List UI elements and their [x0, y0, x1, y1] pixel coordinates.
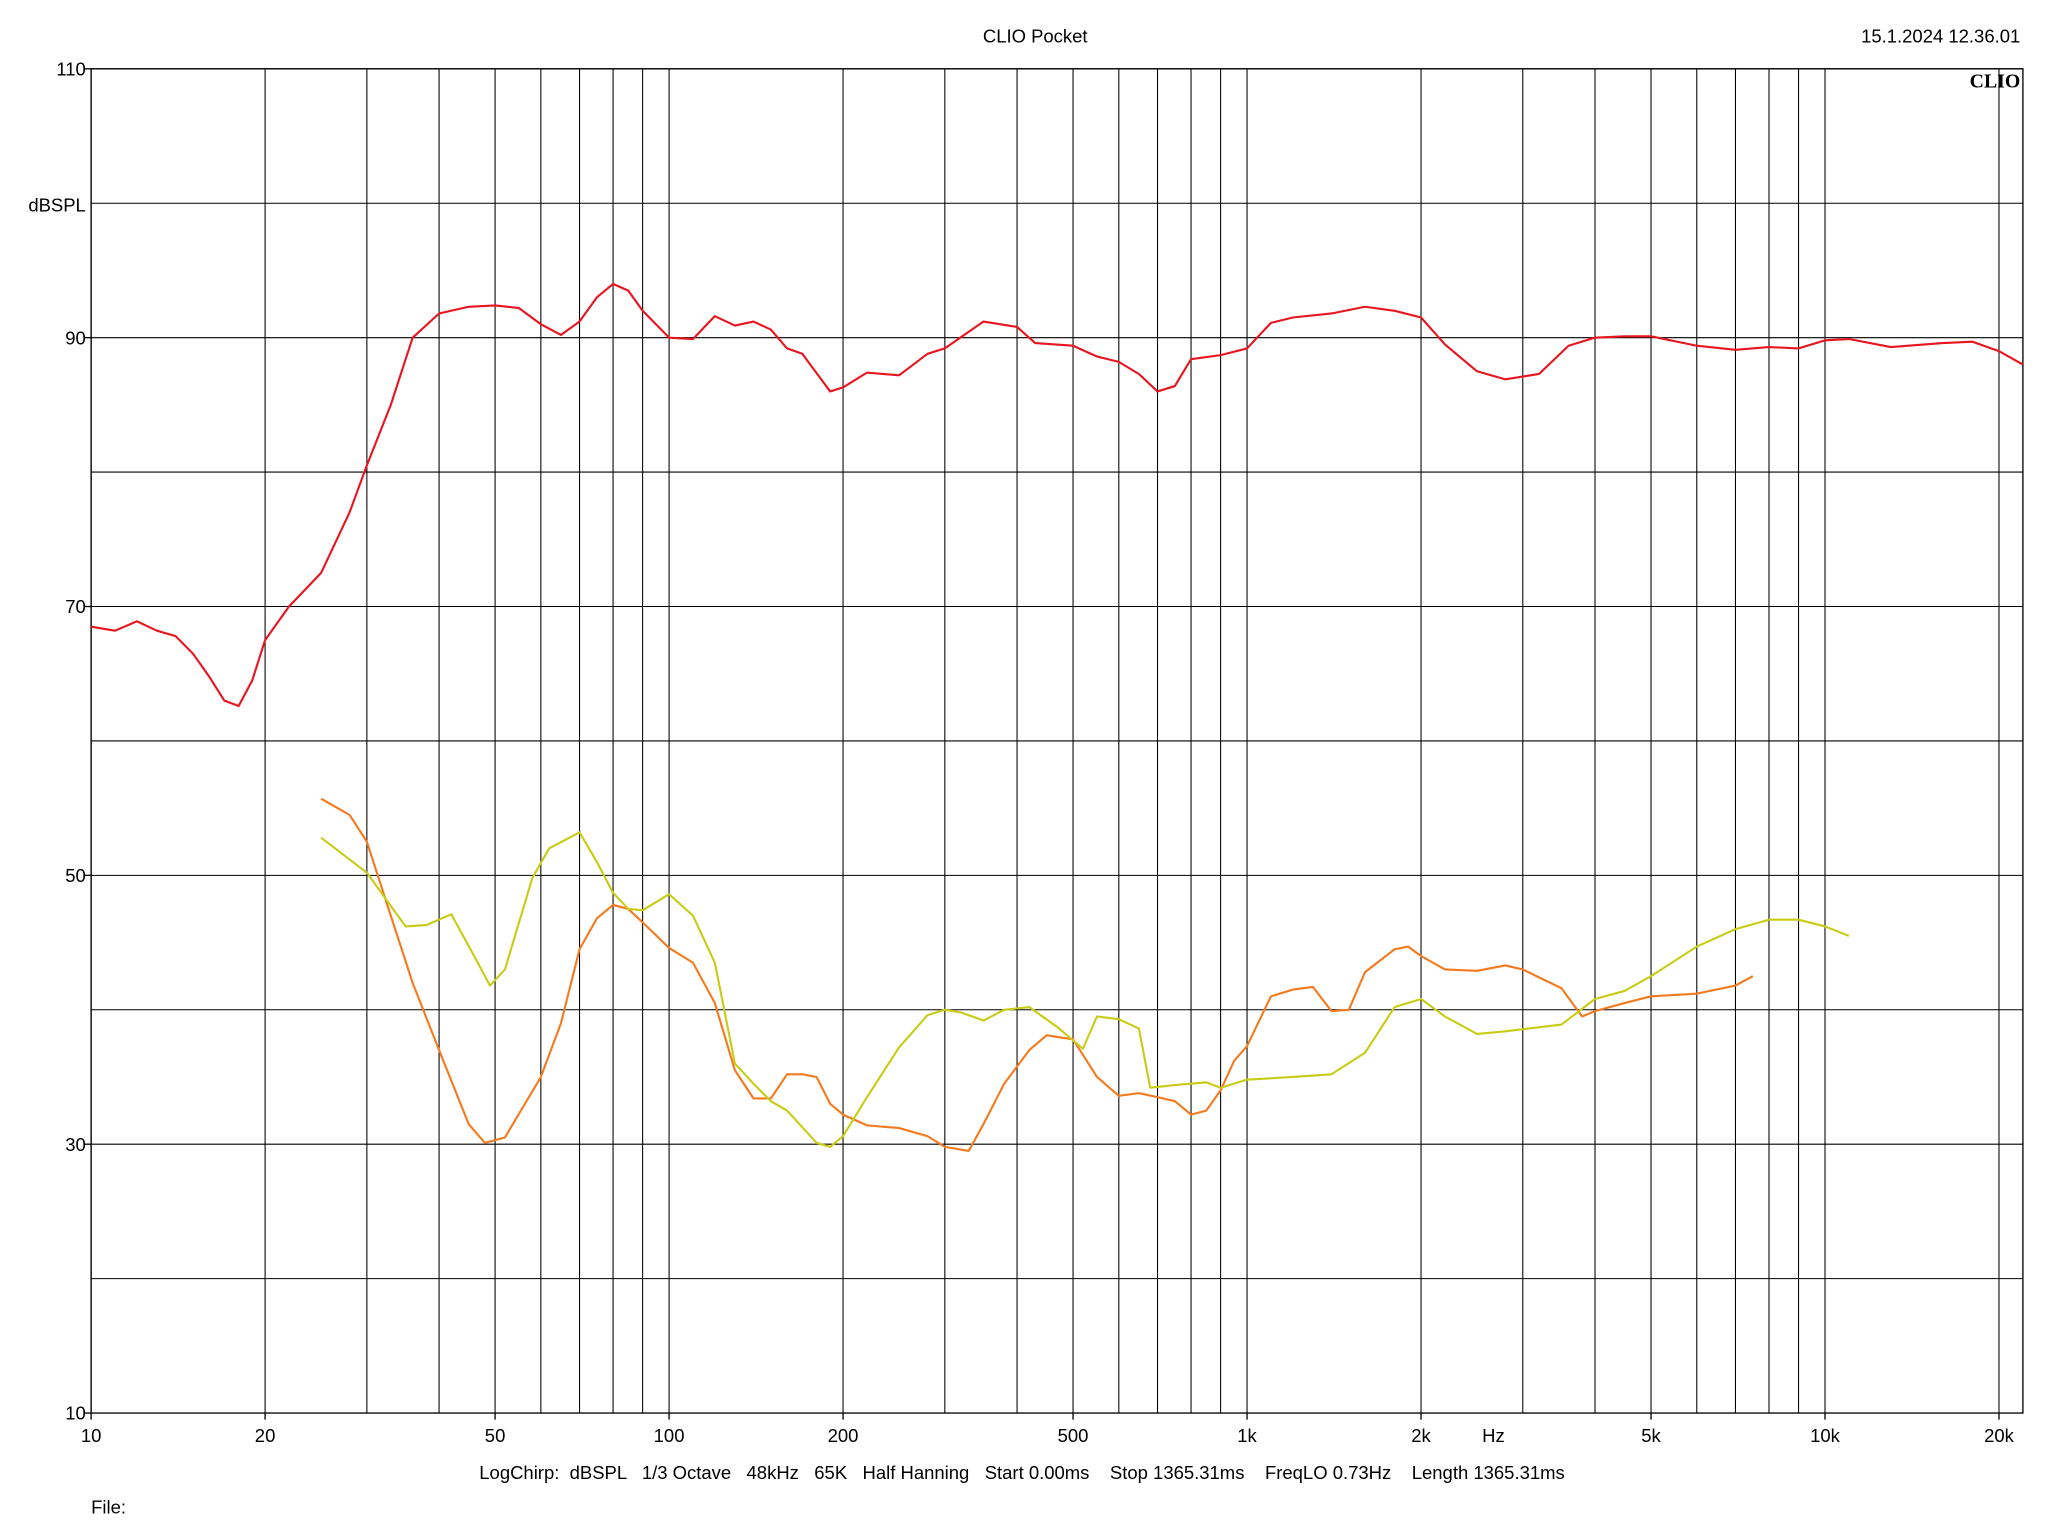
timestamp: 15.1.2024 12.36.01: [1861, 25, 2020, 46]
y-tick-label: 50: [65, 865, 86, 886]
y-tick-label: 10: [65, 1403, 86, 1424]
x-axis-label: Hz: [1482, 1425, 1505, 1446]
x-tick-label: 50: [485, 1425, 506, 1446]
x-tick-label: 5k: [1641, 1425, 1661, 1446]
x-tick-label: 10k: [1810, 1425, 1841, 1446]
y-tick-label: 30: [65, 1134, 86, 1155]
y-axis-label: dBSPL: [28, 194, 86, 215]
data-line: [320, 797, 1754, 1152]
data-line: [90, 282, 2024, 708]
y-tick-label: 90: [65, 327, 86, 348]
x-tick-label: 2k: [1411, 1425, 1431, 1446]
x-tick-label: 20: [255, 1425, 276, 1446]
x-tick-label: 20k: [1984, 1425, 2015, 1446]
x-tick-label: 10: [81, 1425, 102, 1446]
x-tick-label: 1k: [1237, 1425, 1257, 1446]
y-tick-label: 110: [56, 58, 85, 79]
file-label: File:: [91, 1496, 126, 1517]
data-line: [320, 831, 1850, 1148]
x-tick-label: 500: [1058, 1425, 1089, 1446]
footer: LogChirp: dBSPL 1/3 Octave 48kHz 65K Hal…: [479, 1462, 1564, 1483]
x-tick-label: 100: [654, 1425, 685, 1446]
x-tick-label: 200: [828, 1425, 859, 1446]
chart-title: CLIO Pocket: [983, 25, 1088, 46]
y-tick-label: 70: [65, 596, 86, 617]
logo: CLIO: [1970, 70, 2021, 92]
